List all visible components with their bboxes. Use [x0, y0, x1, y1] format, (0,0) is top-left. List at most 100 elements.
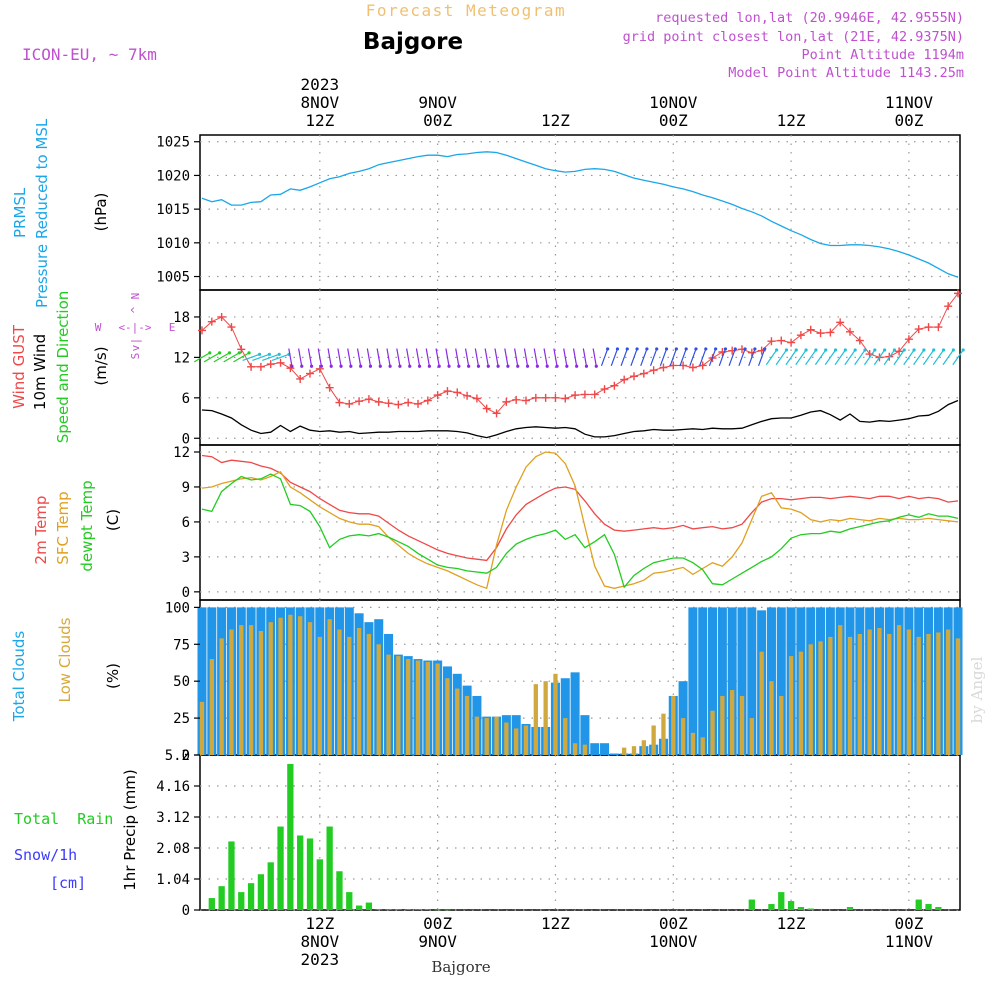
low-clouds-bar: [788, 656, 794, 755]
bottom-time-label: 12Z: [305, 914, 334, 933]
bottom-time-label: 12Z: [777, 914, 806, 933]
wind-arrow-head: [525, 364, 530, 368]
wind-direction-arrow: [445, 348, 450, 367]
2m-temp-line: [201, 454, 959, 562]
wind-arrow-head: [486, 364, 490, 368]
low-clouds-bar: [484, 718, 489, 755]
low-clouds-bar: [533, 684, 538, 755]
wind-direction-arrow: [193, 352, 211, 363]
wind-direction-arrow: [844, 349, 856, 366]
wind-direction-arrow: [903, 349, 915, 366]
prmsl-line: [201, 151, 959, 278]
wind-arrow-head: [457, 364, 461, 368]
rain-bar: [257, 874, 265, 910]
wind-unit: (m/s): [92, 346, 110, 385]
wind-arrow-head: [218, 351, 222, 355]
wind-arrow-head: [843, 348, 847, 352]
rain-bar: [424, 909, 431, 910]
wind-gust-line: [201, 293, 959, 414]
rain-bar: [355, 905, 363, 910]
wind-gust-point: [914, 325, 923, 334]
wind-arrow-head: [300, 364, 304, 368]
low-clouds-bar: [651, 725, 656, 755]
low-clouds-bar: [730, 690, 735, 755]
total-clouds-bar: [560, 678, 570, 755]
dewpt-temp-line: [201, 473, 959, 589]
top-time-label: 00Z: [659, 111, 688, 130]
wind-direction-arrow: [327, 348, 332, 367]
wind-gust-point: [688, 363, 697, 372]
wind-direction-arrow: [765, 349, 778, 366]
wind-direction-arrow: [728, 348, 736, 367]
pressure-ytick-label: 1025: [156, 135, 190, 151]
wind-direction-arrow: [699, 348, 707, 367]
clouds-labels: Total Clouds Low Clouds (%): [10, 617, 122, 722]
wind-gust-point: [796, 331, 805, 340]
wind-arrow-head: [359, 364, 363, 368]
rain-bar: [778, 892, 785, 910]
low-clouds-bar: [622, 747, 627, 755]
rain-bar: [846, 907, 854, 910]
wind-arrow-head: [584, 364, 589, 368]
low-clouds-bar: [582, 744, 588, 755]
wind-gust-point: [855, 336, 864, 345]
wind-direction-arrow: [288, 348, 293, 367]
compass-s: S: [129, 353, 142, 360]
precip-ytick-label: 4.16: [156, 779, 190, 795]
low-clouds-bar: [307, 622, 313, 755]
snow-label: Snow/1h: [14, 846, 77, 864]
wind-gust-point: [630, 372, 638, 381]
wind-gust-point: [659, 363, 668, 372]
wind-direction-arrow: [814, 349, 827, 366]
wind-direction-arrow: [640, 348, 648, 367]
wind-arrow-head: [615, 347, 620, 351]
wind-arrow-head: [237, 351, 241, 355]
credit-watermark: by Angel: [968, 656, 986, 723]
rain-bar: [915, 899, 922, 910]
wind-arrow-head: [467, 364, 471, 368]
compass-up: ^: [129, 306, 142, 313]
wind-gust-point: [904, 335, 913, 344]
low-clouds-bar: [808, 644, 813, 755]
low-clouds-bar: [926, 633, 931, 755]
low-clouds-bar: [661, 713, 666, 755]
total-clouds-bar: [197, 607, 207, 755]
low-clouds-bar: [946, 629, 951, 755]
wind-direction-arrow: [669, 348, 677, 367]
wind-arrow-head: [655, 347, 659, 351]
low-clouds-bar: [425, 662, 430, 755]
wind-direction-arrow: [553, 348, 558, 367]
clouds-label-2: Low Clouds: [56, 617, 74, 702]
compass-down: v: [129, 344, 142, 351]
wind-direction-arrow: [435, 348, 440, 367]
wind-arrow-head: [694, 347, 698, 351]
wind-arrow-head: [339, 364, 343, 368]
total-clouds-bar: [717, 607, 727, 755]
wind-arrow-head: [625, 347, 629, 351]
temp-label-1: 2m Temp: [32, 496, 50, 565]
low-clouds-bar: [563, 718, 568, 755]
wind-direction-arrow: [223, 352, 240, 363]
low-clouds-bar: [680, 718, 686, 755]
wind-arrow-head: [427, 364, 431, 368]
top-time-label: 12Z: [305, 111, 334, 130]
rain-bar: [395, 909, 402, 910]
wind-arrow-head: [743, 347, 747, 351]
wind-arrow-head: [309, 364, 314, 368]
low-clouds-bar: [229, 629, 234, 755]
grid-lines: [200, 135, 960, 911]
wind-label-3: Speed and Direction: [54, 291, 72, 444]
wind-direction-arrow: [893, 349, 905, 366]
wind-arrow-head: [932, 348, 936, 352]
wind-gust-point: [924, 323, 933, 332]
wind-arrow-head: [684, 347, 688, 351]
location-title: Bajgore: [363, 29, 463, 55]
low-clouds-bar: [955, 638, 961, 755]
low-clouds-bar: [209, 659, 214, 755]
top-time-label: 10NOV: [649, 93, 698, 112]
low-clouds-bar: [877, 628, 882, 755]
wind-gust-point: [600, 385, 609, 394]
top-time-label: 9NOV: [418, 93, 457, 112]
wind-direction-arrow: [307, 348, 313, 367]
rain-bar: [247, 883, 255, 910]
